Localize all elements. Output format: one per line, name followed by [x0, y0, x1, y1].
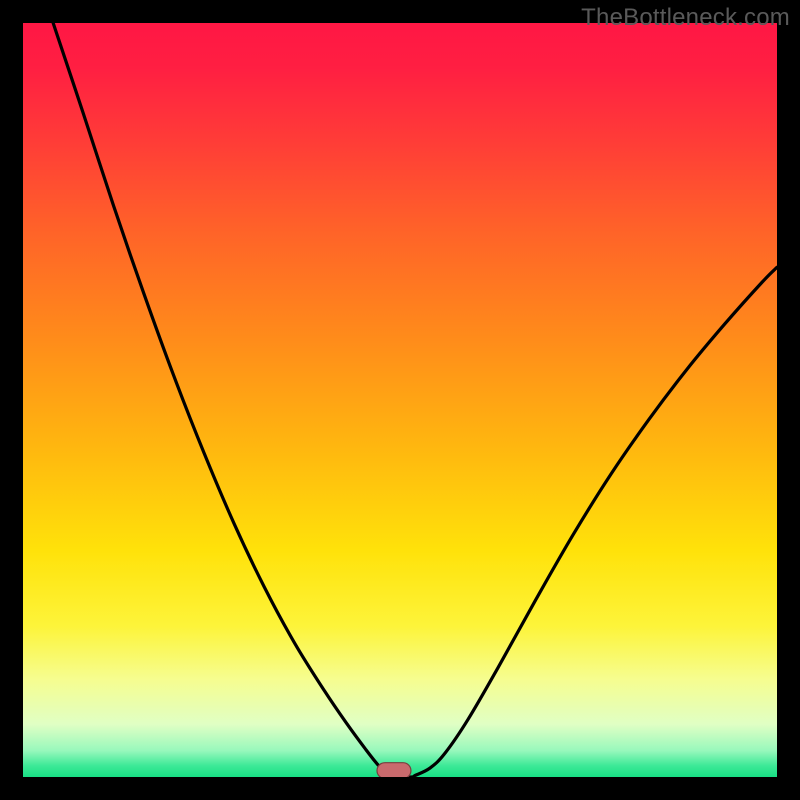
- watermark-text: TheBottleneck.com: [581, 4, 790, 32]
- vertex-marker: [377, 763, 411, 777]
- chart-frame: TheBottleneck.com: [0, 0, 800, 800]
- plot-area: [23, 23, 777, 777]
- chart-svg: [23, 23, 777, 777]
